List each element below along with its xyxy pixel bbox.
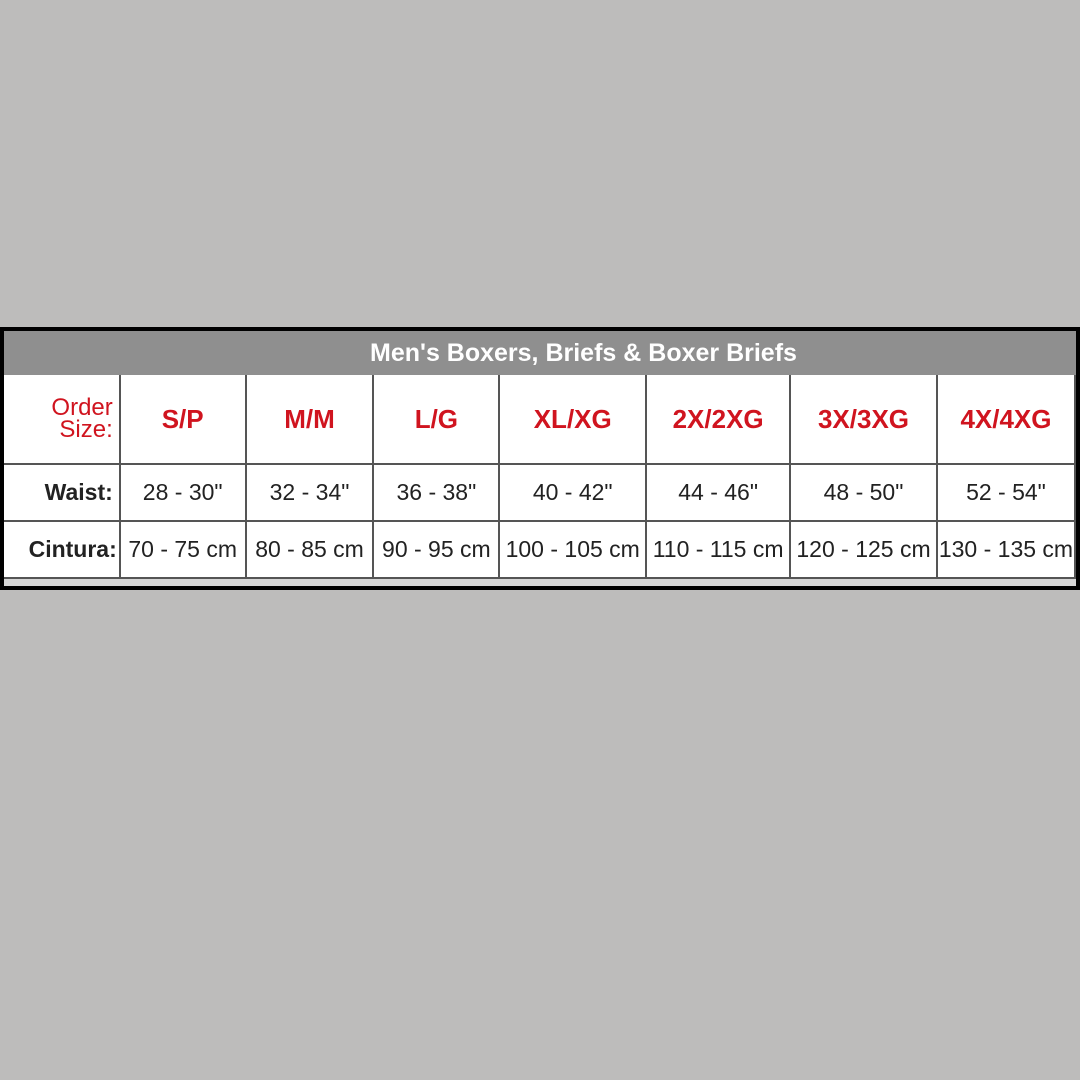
size-cell: XL/XG (498, 375, 648, 465)
cintura-cell: 100 - 105 cm (498, 520, 648, 579)
cintura-row: Cintura: 70 - 75 cm 80 - 85 cm 90 - 95 c… (4, 520, 1077, 579)
size-cell: L/G (372, 375, 501, 465)
order-size-row: Order Size: S/P M/M L/G XL/XG 2X/2XG 3X/3… (4, 375, 1077, 465)
waist-cell: 32 - 34" (244, 463, 375, 522)
cintura-cell: 70 - 75 cm (118, 520, 247, 579)
cintura-cell: 130 - 135 cm (935, 520, 1077, 579)
waist-cell: 52 - 54" (935, 463, 1077, 522)
size-label-line: Size: (59, 416, 113, 443)
size-chart-title-bar: Men's Boxers, Briefs & Boxer Briefs (4, 331, 1076, 375)
size-chart-title: Men's Boxers, Briefs & Boxer Briefs (370, 339, 797, 367)
waist-cell: 40 - 42" (498, 463, 648, 522)
size-cell: 3X/3XG (789, 375, 938, 465)
size-chart: Men's Boxers, Briefs & Boxer Briefs Orde… (0, 327, 1080, 590)
waist-cell: 36 - 38" (372, 463, 501, 522)
size-cell: 2X/2XG (645, 375, 792, 465)
waist-cell: 44 - 46" (645, 463, 792, 522)
size-cell: S/P (118, 375, 247, 465)
size-cell: M/M (244, 375, 375, 465)
cintura-cell: 90 - 95 cm (372, 520, 501, 579)
order-label-line: Order (51, 394, 113, 421)
order-size-label: Order Size: (4, 375, 121, 465)
waist-label: Waist: (4, 463, 121, 522)
cintura-cell: 110 - 115 cm (645, 520, 792, 579)
size-cell: 4X/4XG (935, 375, 1077, 465)
cintura-cell: 80 - 85 cm (244, 520, 375, 579)
cintura-cell: 120 - 125 cm (789, 520, 938, 579)
waist-row: Waist: 28 - 30" 32 - 34" 36 - 38" 40 - 4… (4, 463, 1077, 522)
waist-cell: 28 - 30" (118, 463, 247, 522)
cintura-label: Cintura: (4, 520, 121, 579)
size-table: Order Size: S/P M/M L/G XL/XG 2X/2XG 3X/3… (4, 375, 1077, 579)
waist-cell: 48 - 50" (789, 463, 938, 522)
